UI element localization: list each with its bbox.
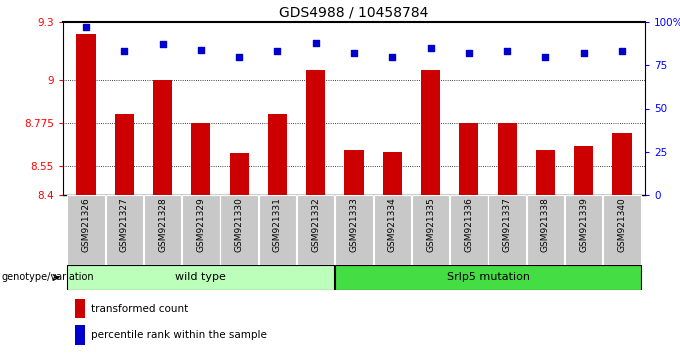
Text: GSM921339: GSM921339 xyxy=(579,197,588,252)
Bar xyxy=(335,265,641,290)
Point xyxy=(80,24,91,30)
Bar xyxy=(67,195,105,265)
Bar xyxy=(450,195,488,265)
Bar xyxy=(345,150,364,195)
Point xyxy=(502,48,513,54)
Bar xyxy=(220,195,258,265)
Bar xyxy=(412,195,449,265)
Bar xyxy=(143,195,182,265)
Bar xyxy=(115,114,134,195)
Bar xyxy=(335,195,373,265)
Bar xyxy=(75,325,85,344)
Bar xyxy=(613,133,632,195)
Bar xyxy=(230,153,249,195)
Bar xyxy=(67,265,335,290)
Point xyxy=(119,48,130,54)
Bar xyxy=(76,34,96,195)
Text: Srlp5 mutation: Srlp5 mutation xyxy=(447,273,530,282)
Bar xyxy=(75,299,85,318)
Text: wild type: wild type xyxy=(175,273,226,282)
Bar xyxy=(306,70,325,195)
Text: GSM921327: GSM921327 xyxy=(120,197,129,252)
Bar xyxy=(258,195,296,265)
Text: GSM921338: GSM921338 xyxy=(541,197,550,252)
Bar xyxy=(105,195,143,265)
Text: transformed count: transformed count xyxy=(91,304,188,314)
Point xyxy=(578,50,589,56)
Bar xyxy=(268,114,287,195)
Bar xyxy=(383,152,402,195)
Point xyxy=(387,54,398,59)
Bar xyxy=(182,195,220,265)
Bar xyxy=(191,123,210,195)
Text: GSM921329: GSM921329 xyxy=(197,197,205,252)
Bar xyxy=(459,123,479,195)
Point xyxy=(464,50,475,56)
Text: GSM921335: GSM921335 xyxy=(426,197,435,252)
Text: GSM921340: GSM921340 xyxy=(617,197,626,252)
Text: genotype/variation: genotype/variation xyxy=(1,273,94,282)
Bar xyxy=(421,70,440,195)
Text: percentile rank within the sample: percentile rank within the sample xyxy=(91,330,267,340)
Text: GSM921328: GSM921328 xyxy=(158,197,167,252)
Text: GSM921334: GSM921334 xyxy=(388,197,397,252)
Bar xyxy=(488,195,526,265)
Text: GSM921333: GSM921333 xyxy=(350,197,358,252)
Bar xyxy=(574,146,594,195)
Bar xyxy=(565,195,602,265)
Point xyxy=(234,54,245,59)
Title: GDS4988 / 10458784: GDS4988 / 10458784 xyxy=(279,5,428,19)
Bar xyxy=(373,195,411,265)
Text: GSM921330: GSM921330 xyxy=(235,197,243,252)
Point xyxy=(272,48,283,54)
Bar xyxy=(603,195,641,265)
Point xyxy=(617,48,628,54)
Point xyxy=(425,45,436,51)
Point xyxy=(540,54,551,59)
Text: GSM921336: GSM921336 xyxy=(464,197,473,252)
Point xyxy=(195,47,206,52)
Point xyxy=(310,40,321,46)
Bar xyxy=(498,123,517,195)
Bar xyxy=(527,195,564,265)
Text: GSM921337: GSM921337 xyxy=(503,197,511,252)
Point xyxy=(157,42,168,47)
Text: GSM921326: GSM921326 xyxy=(82,197,90,252)
Text: GSM921331: GSM921331 xyxy=(273,197,282,252)
Bar xyxy=(297,195,335,265)
Bar xyxy=(536,150,555,195)
Bar xyxy=(153,80,172,195)
Text: GSM921332: GSM921332 xyxy=(311,197,320,252)
Point xyxy=(349,50,360,56)
